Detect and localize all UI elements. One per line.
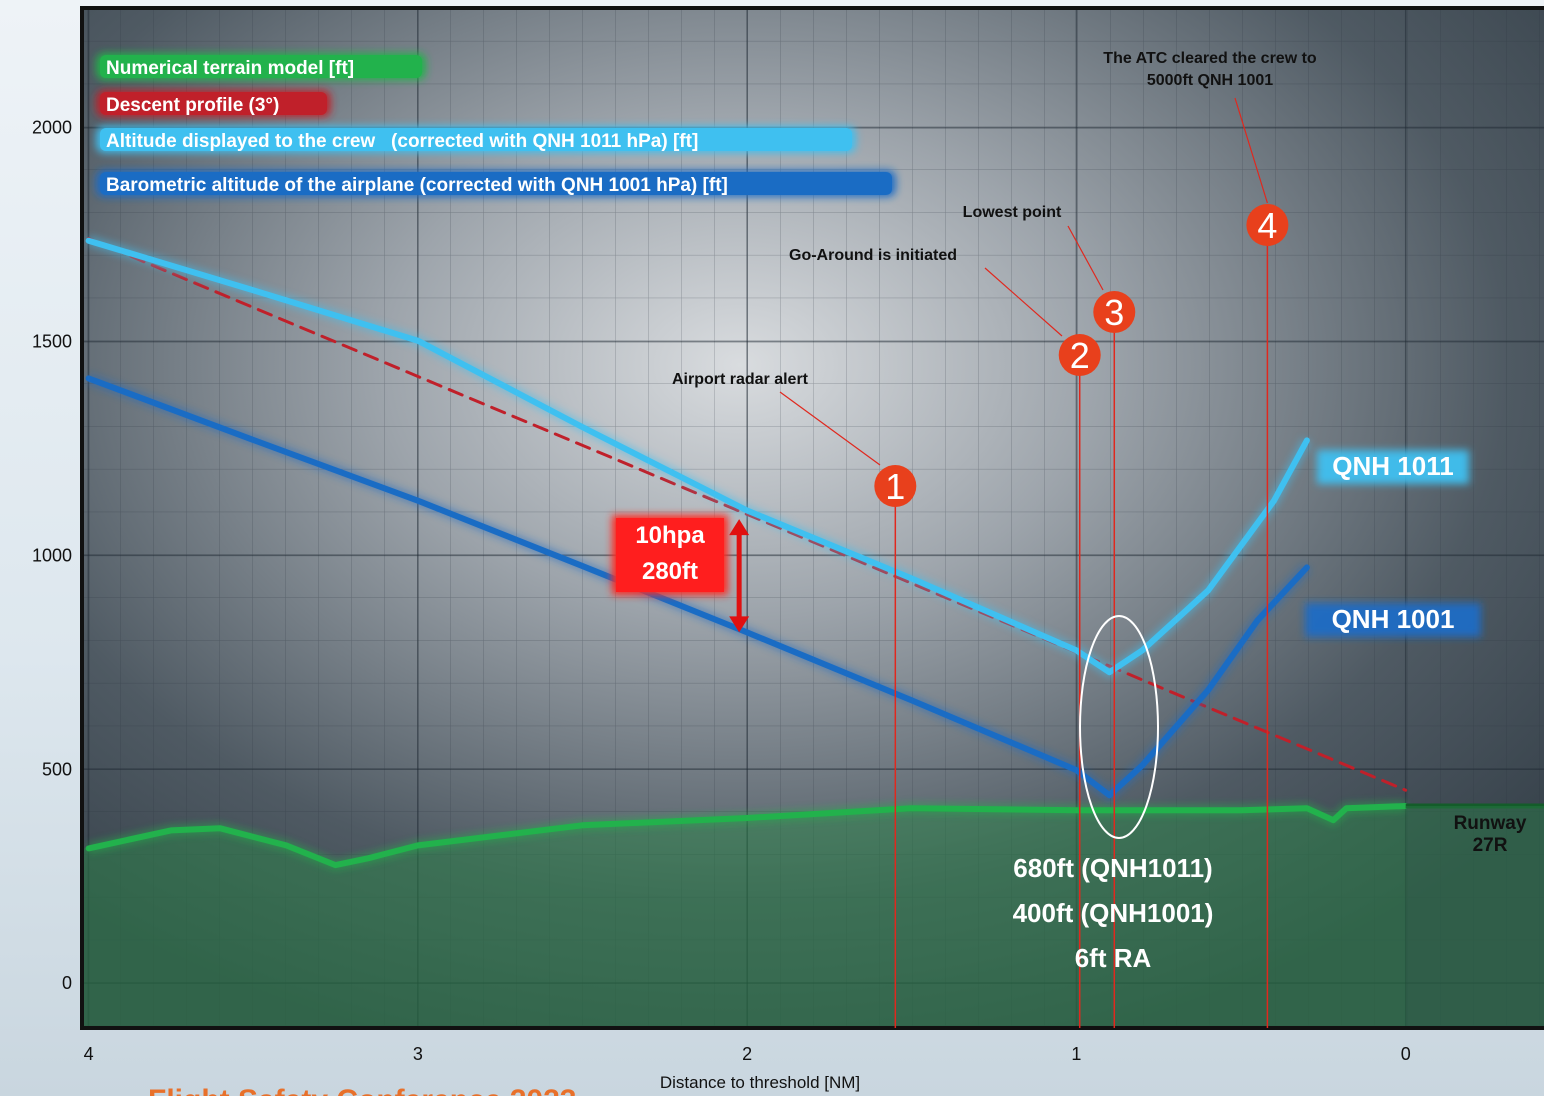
event-leader (1067, 225, 1104, 291)
event-leader (779, 391, 881, 466)
plot-frame (80, 6, 1544, 1030)
x-tick-label: 1 (1071, 1044, 1081, 1064)
event-label: Airport radar alert (672, 371, 809, 388)
arrow-head (729, 616, 750, 633)
lowest-note: 680ft (QNH1011) (1013, 853, 1212, 883)
event-label: Go-Around is initiated (789, 247, 957, 264)
legend-label: Altitude displayed to the crew (correcte… (106, 131, 698, 152)
legend-swatch (100, 172, 892, 195)
event-number: 1 (885, 466, 905, 507)
arrow-head (729, 519, 750, 536)
x-tick-label: 4 (84, 1044, 94, 1064)
runway-area (1405, 806, 1544, 1028)
legend-swatch (100, 92, 327, 115)
end-label-bg (1317, 450, 1469, 484)
legend-swatch (100, 128, 852, 151)
y-tick-label: 1000 (32, 545, 72, 565)
event-marker (1093, 291, 1136, 333)
x-axis-label: Distance to threshold [NM] (660, 1073, 860, 1092)
gap-box (616, 518, 724, 592)
event-marker (874, 465, 917, 507)
legend-swatch (100, 55, 422, 78)
event-leader (1234, 97, 1268, 204)
event-label: Lowest point (963, 204, 1062, 221)
y-tick-label: 500 (42, 759, 72, 779)
y-tick-label: 1500 (32, 332, 72, 352)
event-number: 4 (1257, 205, 1277, 246)
x-tick-label: 2 (742, 1044, 752, 1064)
legend-label: Numerical terrain model [ft] (106, 58, 354, 79)
x-tick-label: 0 (1401, 1044, 1411, 1064)
end-label-bg (1305, 603, 1481, 637)
lowest-note: 400ft (QNH1001) (1013, 898, 1214, 928)
line (85, 803, 1409, 869)
event-number: 2 (1070, 335, 1090, 376)
footer: Flight Safety Conference 2023 (148, 1084, 576, 1096)
y-tick-label: 0 (62, 973, 72, 993)
event-leader (984, 267, 1063, 337)
event-marker (1246, 204, 1289, 246)
event-label: The ATC cleared the crew to 5000ft QNH 1… (1103, 50, 1317, 89)
line (85, 375, 1310, 799)
x-tick-label: 3 (413, 1044, 423, 1064)
end-label: QNH 1011 (1332, 451, 1453, 481)
lowest-ellipse (1079, 615, 1159, 839)
runway-label: Runway 27R (1453, 813, 1527, 856)
lowest-note: 6ft RA (1075, 943, 1152, 973)
terrain-area (82, 806, 1406, 1028)
end-label: QNH 1001 (1332, 604, 1455, 634)
legend-label: Barometric altitude of the airplane (cor… (106, 175, 728, 196)
gap-label: 10hpa 280ft (635, 522, 705, 585)
legend-label: Descent profile (3°) (106, 95, 279, 116)
event-number: 3 (1104, 292, 1124, 333)
line (85, 237, 1310, 676)
y-tick-label: 2000 (32, 118, 72, 138)
event-marker (1058, 334, 1101, 376)
